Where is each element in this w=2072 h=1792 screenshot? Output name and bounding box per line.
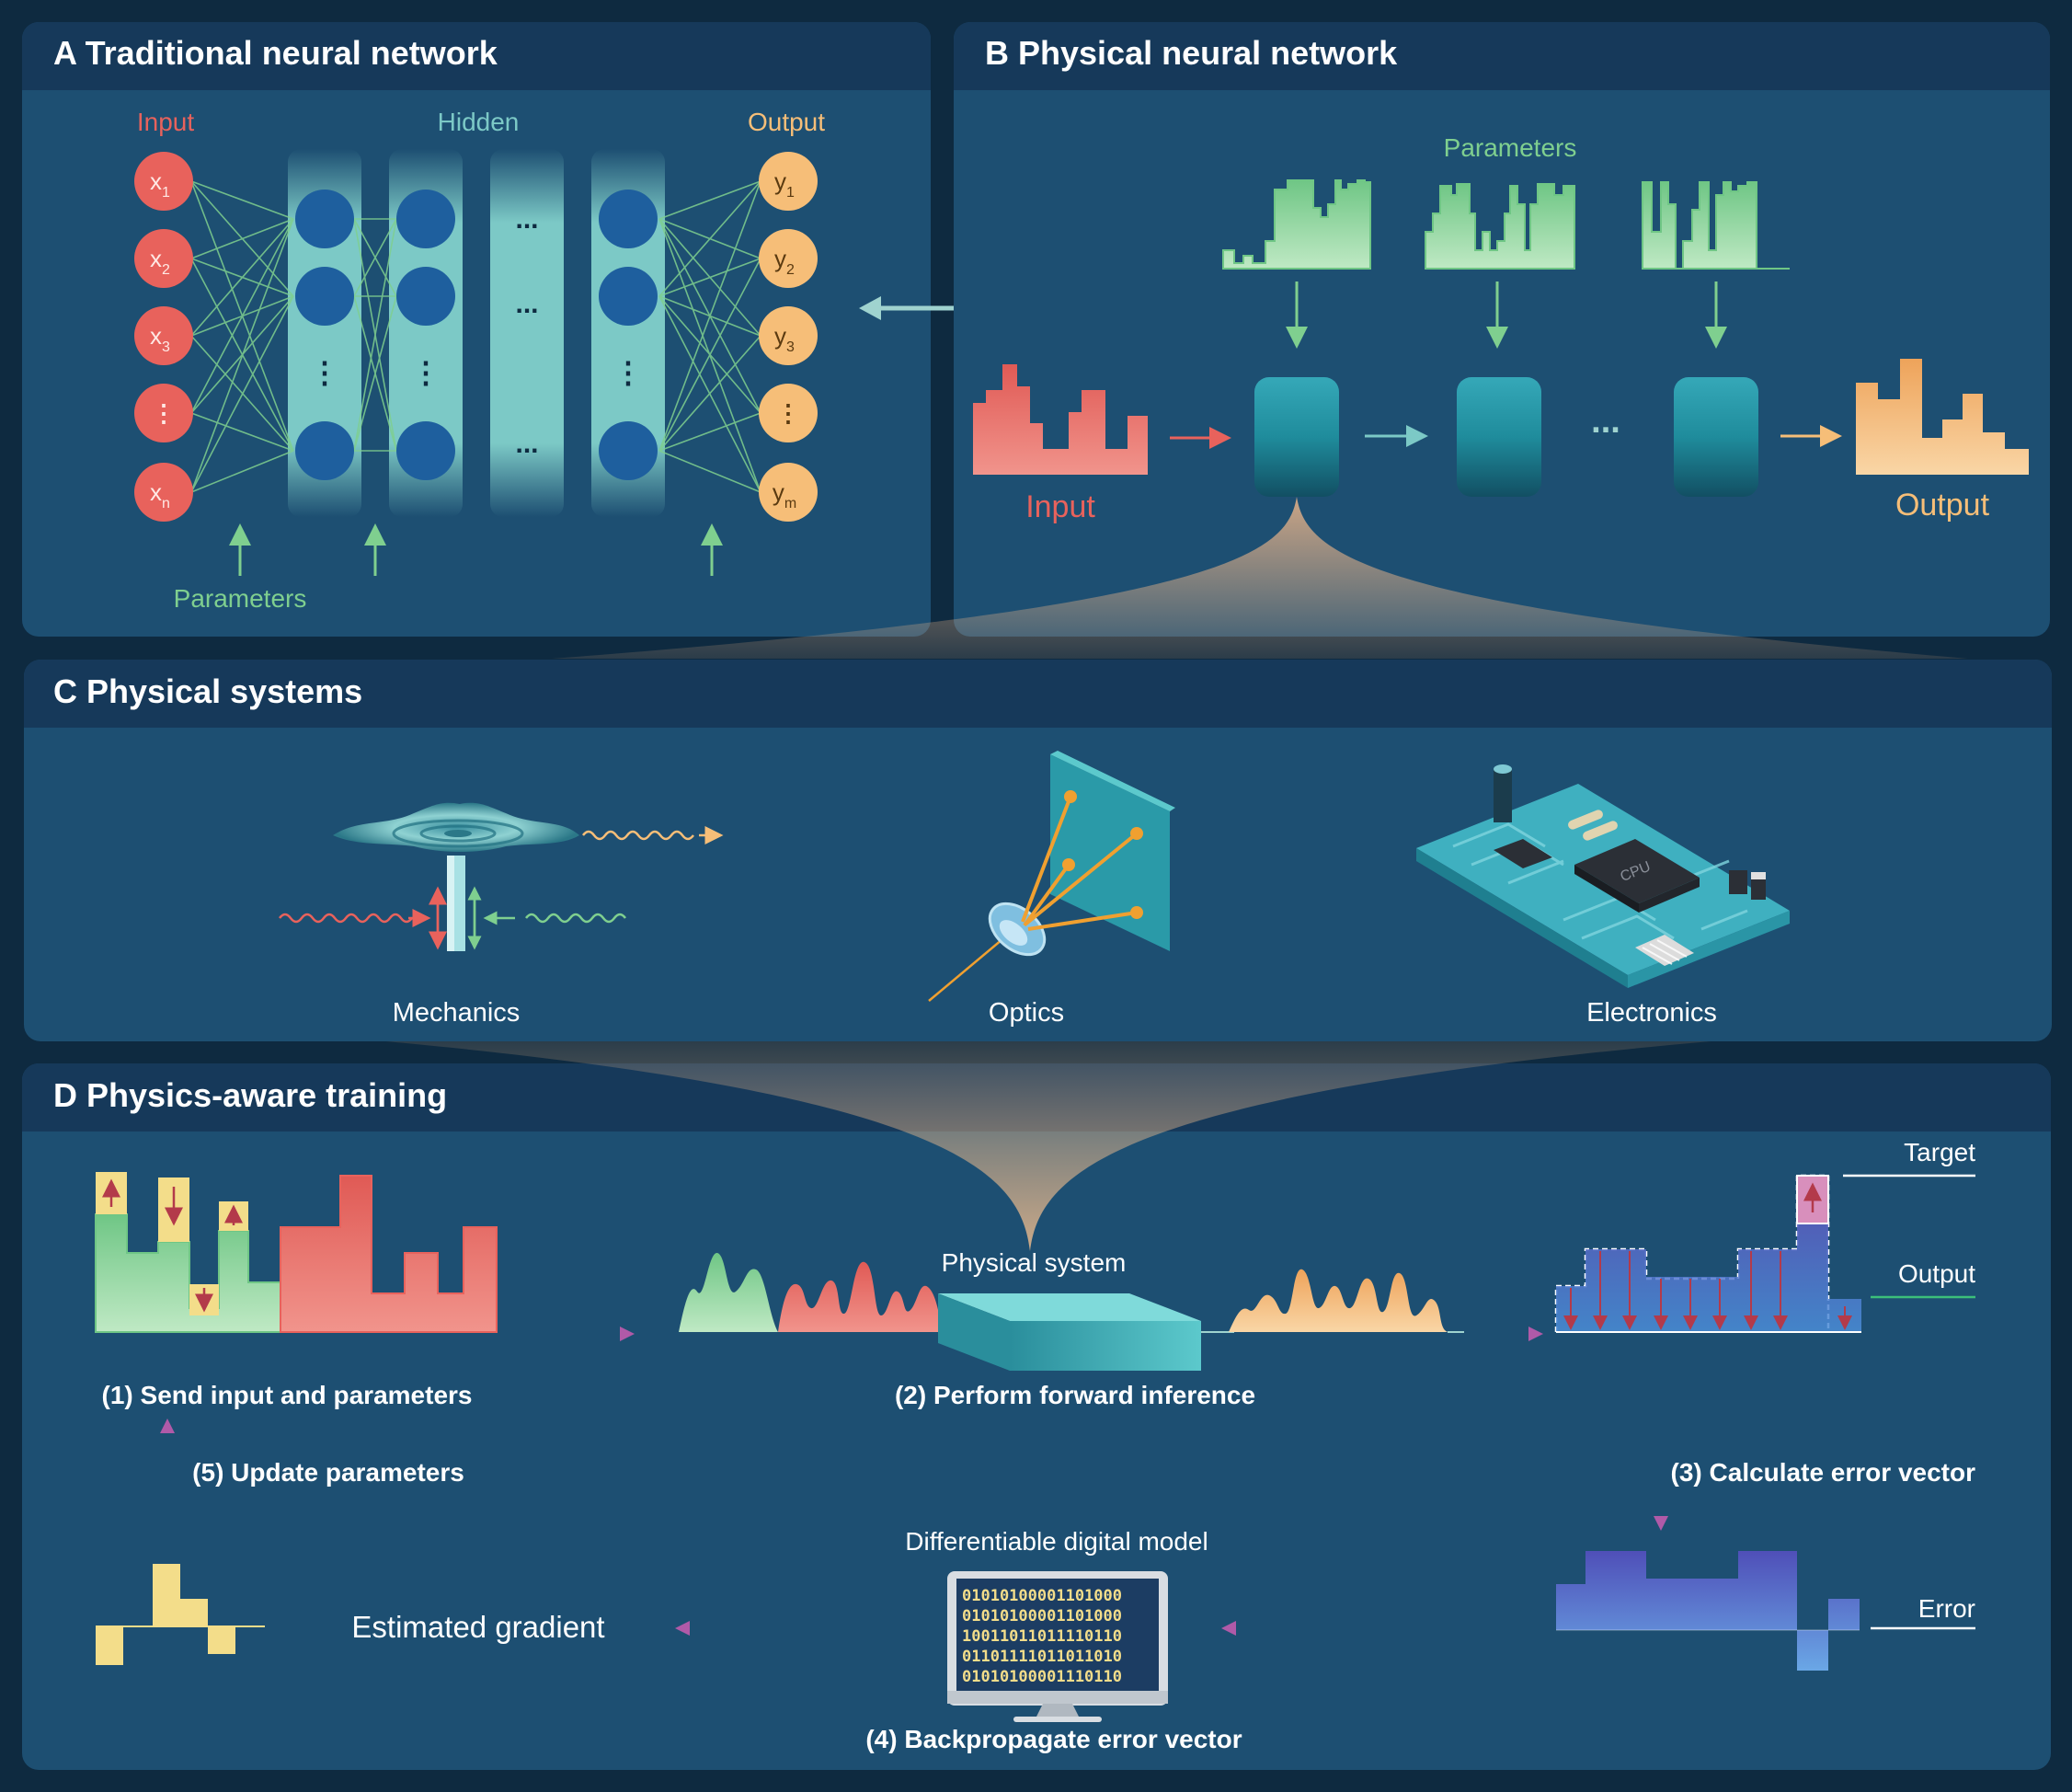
output-node [759,152,818,211]
binary-line: 01010100001101000 [962,1607,1122,1625]
input-node-label: ⋮ [152,399,176,427]
layers-ellipsis: ... [1591,402,1620,441]
output-label-d: Output [1898,1259,1975,1288]
step2-label: (2) Perform forward inference [895,1381,1255,1409]
electronics-label: Electronics [1586,998,1717,1028]
panel-c: C Physical systems [24,660,2052,1041]
panel-b-title: B Physical neural network [985,34,1398,72]
hidden-ellipsis: ... [515,204,538,235]
input-node [134,306,193,365]
input-layer-label: Input [137,108,194,136]
hidden-node [295,190,354,248]
panel-c-title: C Physical systems [53,672,362,710]
physical-layer-2 [1457,377,1541,497]
hidden-layer-label: Hidden [438,108,520,136]
output-layer-label: Output [748,108,825,136]
target-label: Target [1904,1138,1975,1166]
physical-layer-3 [1674,377,1758,497]
output-node [759,463,818,522]
input-node [134,463,193,522]
hidden-node [295,267,354,326]
hidden-vertical-ellipsis: ⋮ [411,356,441,389]
parameters-label-b: Parameters [1444,133,1577,162]
digital-model-monitor: 01010100001101000 01010100001101000 100110… [947,1571,1168,1722]
output-node [759,229,818,288]
hidden-node [396,190,455,248]
output-node [759,306,818,365]
step3-label: (3) Calculate error vector [1671,1458,1976,1487]
physical-layer-1 [1254,377,1339,497]
binary-code: 01010100001101000 01010100001101000 100110… [962,1587,1122,1686]
binary-line: 01010100001110110 [962,1668,1122,1686]
hidden-node [396,267,455,326]
binary-line: 01010100001101000 [962,1587,1122,1605]
step5-label: (5) Update parameters [192,1458,464,1487]
input-label-b: Input [1025,489,1095,524]
hidden-node [599,421,658,480]
digital-model-label: Differentiable digital model [905,1527,1208,1556]
optics-label: Optics [989,998,1064,1028]
physical-system-slab-side [1010,1321,1201,1371]
step4-label: (4) Backpropagate error vector [865,1725,1242,1753]
hidden-node [599,267,658,326]
binary-line: 10011011011110110 [962,1627,1122,1646]
hidden-node [599,190,658,248]
input-node [134,229,193,288]
input-node [134,152,193,211]
step1-label: (1) Send input and parameters [102,1381,473,1409]
mechanics-label: Mechanics [393,998,521,1028]
panel-a-title: A Traditional neural network [53,34,498,72]
panel-a: A Traditional neural network Input Hidde… [22,22,931,637]
parameters-label-a: Parameters [174,584,307,613]
hidden-node [396,421,455,480]
estimated-gradient-label: Estimated gradient [351,1610,604,1644]
hidden-ellipsis: ... [515,429,538,459]
hidden-vertical-ellipsis: ⋮ [310,356,339,389]
hidden-node [295,421,354,480]
panel-b: B Physical neural network Parameters Inp… [954,22,2050,637]
output-node-label: ⋮ [776,399,800,427]
panel-d-title: D Physics-aware training [53,1076,447,1114]
physical-system-label: Physical system [942,1248,1127,1277]
error-label: Error [1918,1594,1975,1623]
output-label-b: Output [1895,488,1990,523]
hidden-vertical-ellipsis: ⋮ [613,356,643,389]
binary-line: 01101111011011010 [962,1648,1122,1666]
hidden-ellipsis: ... [515,289,538,319]
